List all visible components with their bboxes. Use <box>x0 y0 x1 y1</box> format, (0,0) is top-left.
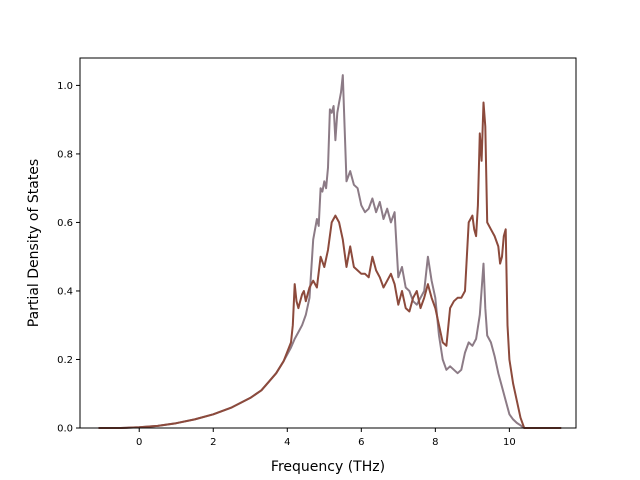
y-tick-label: 0.6 <box>57 218 73 229</box>
plot-frame <box>79 57 577 429</box>
x-tick-label: 10 <box>503 437 516 448</box>
tick-layer: 0 2 4 6 8 10 0.0 0.2 0.4 0.6 0.8 1.0 <box>57 81 516 448</box>
x-tick-label: 0 <box>136 437 142 448</box>
y-tick-label: 0.0 <box>57 424 73 435</box>
series-line-1 <box>98 74 562 429</box>
series-line-2 <box>98 101 562 429</box>
x-axis-label: Frequency (THz) <box>271 459 385 475</box>
y-tick-label: 0.2 <box>57 355 73 366</box>
series-layer <box>98 74 562 429</box>
y-tick-label: 1.0 <box>57 81 73 92</box>
x-tick-label: 8 <box>432 437 438 448</box>
y-axis-label: Partial Density of States <box>26 159 42 327</box>
y-tick-label: 0.8 <box>57 149 73 160</box>
y-tick-label: 0.4 <box>57 286 73 297</box>
x-tick-label: 6 <box>358 437 364 448</box>
x-tick-label: 2 <box>210 437 216 448</box>
x-tick-label: 4 <box>284 437 290 448</box>
